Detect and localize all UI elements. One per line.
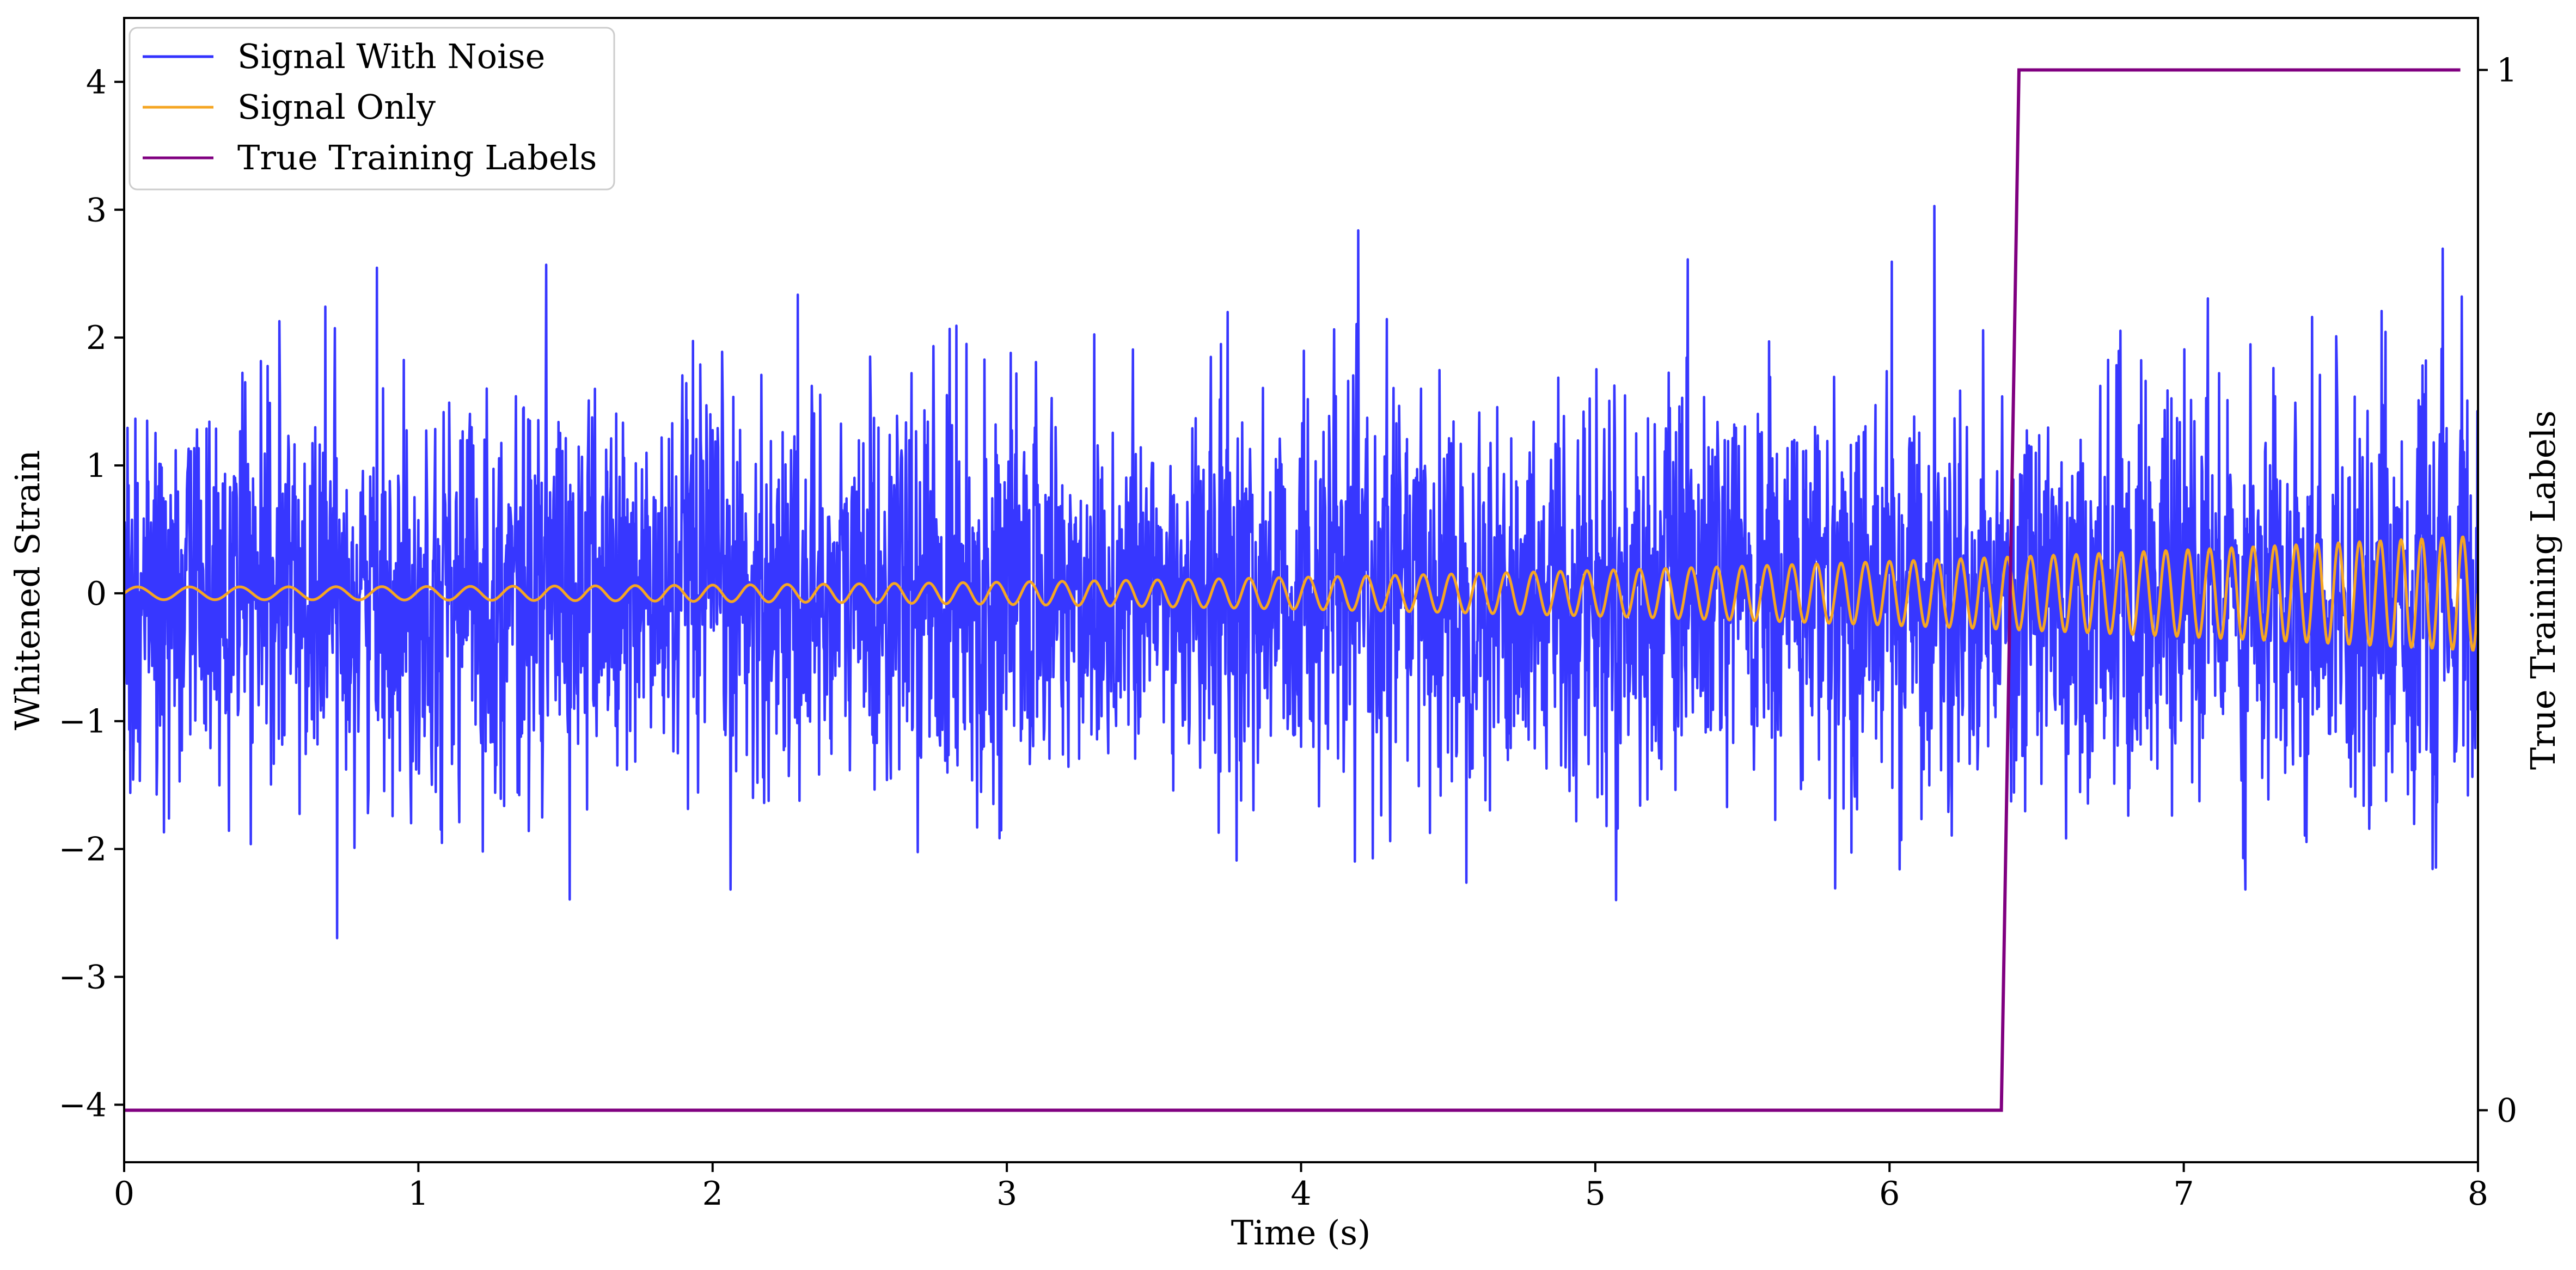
y2-tick-label: 0	[2497, 1091, 2517, 1130]
x-tick-label: 7	[2174, 1175, 2194, 1213]
y-tick-label: 1	[86, 447, 107, 485]
series-signal-with-noise-line	[124, 205, 2478, 940]
y-tick-label: −3	[59, 958, 107, 996]
legend: Signal With Noise Signal Only True Train…	[129, 27, 615, 191]
legend-label-signal-only: Signal Only	[237, 87, 436, 127]
series-signal-only-line	[124, 535, 2478, 652]
x-tick-label: 3	[996, 1175, 1017, 1213]
legend-label-signal-with-noise: Signal With Noise	[237, 36, 545, 76]
x-tick-label: 4	[1290, 1175, 1311, 1213]
x-axis-title: Time (s)	[1231, 1213, 1371, 1253]
y-axis-right-ticks: 01	[2478, 52, 2517, 1130]
x-tick-label: 0	[114, 1175, 134, 1213]
x-axis-ticks: 0 1 2 3 4 5 6 7 8	[114, 1162, 2488, 1213]
series-layer	[124, 68, 2478, 1112]
x-tick-label: 8	[2468, 1175, 2488, 1213]
legend-label-true-training-labels: True Training Labels	[237, 138, 597, 177]
y-tick-label: −2	[59, 831, 107, 869]
y-tick-label: 0	[86, 575, 107, 613]
y-axis-left-ticks: −4 −3 −2 −1 0 1 2 3 4	[59, 63, 124, 1124]
legend-box	[129, 27, 615, 191]
y-tick-label: 4	[86, 63, 107, 101]
x-tick-label: 6	[1879, 1175, 1900, 1213]
x-tick-label: 2	[702, 1175, 723, 1213]
y-axis-right-title: True Training Labels	[2523, 410, 2563, 770]
series-true-training-labels-line	[124, 68, 2461, 1112]
y2-tick-label: 1	[2497, 52, 2517, 90]
y-tick-label: −4	[59, 1086, 107, 1124]
x-tick-label: 1	[408, 1175, 429, 1213]
x-tick-label: 5	[1585, 1175, 1606, 1213]
y-tick-label: 2	[86, 319, 107, 357]
y-tick-label: −1	[59, 703, 107, 741]
y-tick-label: 3	[86, 191, 107, 229]
y-axis-left-title: Whitened Strain	[8, 450, 47, 731]
